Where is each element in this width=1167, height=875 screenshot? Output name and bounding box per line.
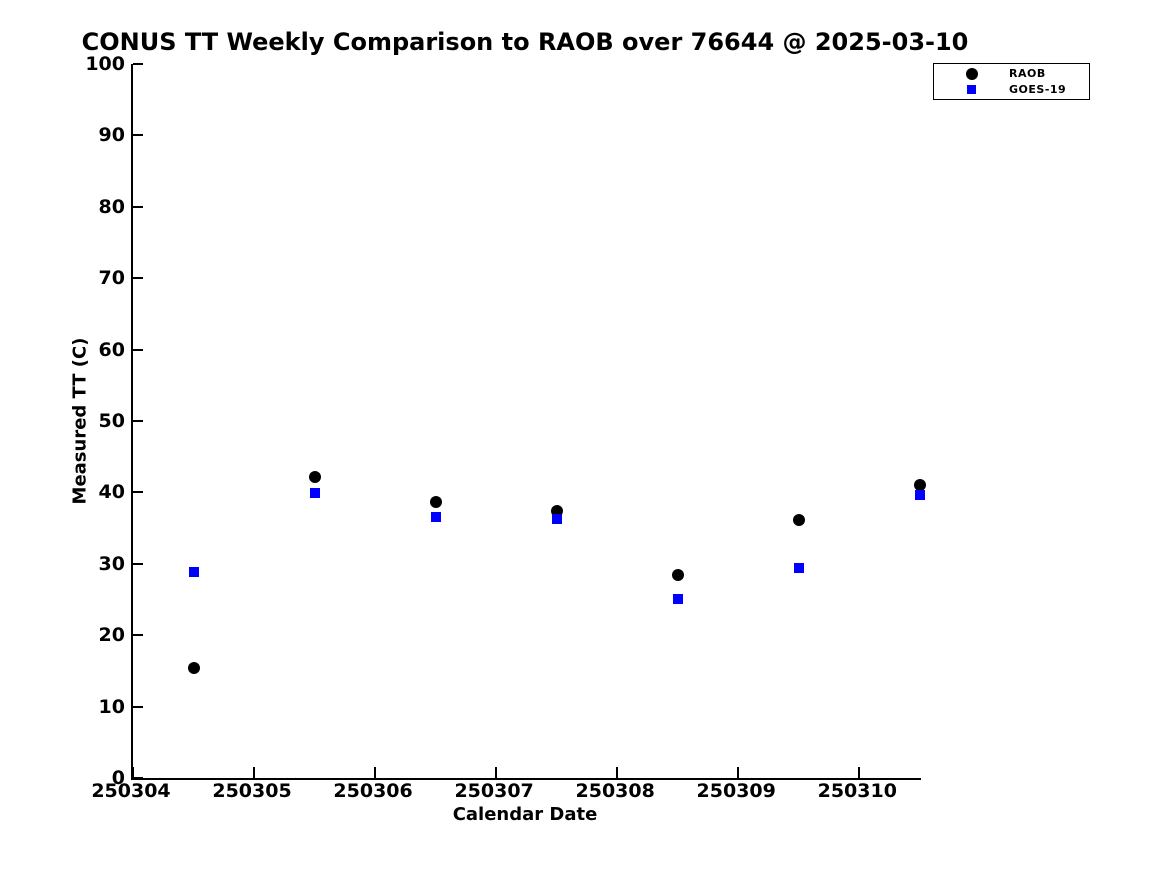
legend-label-raob: RAOB — [1009, 67, 1046, 80]
x-tick — [495, 767, 498, 778]
y-tick-label: 40 — [98, 481, 125, 504]
x-tick-label: 250309 — [696, 780, 776, 802]
raob-marker — [671, 569, 684, 582]
raob-marker — [308, 471, 321, 484]
goes-19-marker — [793, 563, 804, 574]
y-tick-label: 10 — [98, 695, 125, 718]
y-tick-label: 100 — [85, 53, 125, 75]
x-tick — [253, 767, 256, 778]
y-tick — [133, 205, 143, 208]
x-tick-label: 250308 — [575, 780, 655, 802]
x-tick-label: 250306 — [333, 780, 413, 802]
y-tick-label: 60 — [98, 338, 125, 361]
x-tick — [737, 767, 740, 778]
y-tick-label: 30 — [98, 552, 125, 575]
y-tick-label: 70 — [98, 267, 125, 290]
raob-marker — [792, 514, 805, 527]
goes-19-marker — [430, 512, 441, 523]
y-tick-label: 0 — [111, 767, 125, 789]
y-tick-label: 20 — [98, 624, 125, 647]
raob-legend-marker — [965, 67, 978, 80]
goes-19-legend-marker — [967, 85, 976, 94]
x-tick — [858, 767, 861, 778]
raob-marker — [913, 479, 926, 492]
x-tick — [132, 767, 134, 778]
x-axis-label: Calendar Date — [452, 804, 598, 825]
y-tick — [133, 63, 143, 65]
goes-19-marker — [672, 593, 683, 604]
x-tick-label: 250307 — [454, 780, 534, 802]
x-tick — [374, 767, 377, 778]
goes-19-marker — [551, 513, 562, 524]
y-tick — [133, 777, 143, 779]
goes-19-marker — [914, 490, 925, 501]
legend-label-goes-19: GOES-19 — [1009, 83, 1067, 96]
x-tick-label: 250305 — [212, 780, 292, 802]
y-tick — [133, 348, 143, 351]
goes-19-marker — [188, 566, 199, 577]
y-tick — [133, 634, 143, 637]
plot-area — [131, 63, 926, 780]
x-tick — [616, 767, 619, 778]
goes-19-legend-marker-box — [965, 83, 978, 96]
y-tick — [133, 277, 143, 280]
raob-marker — [187, 662, 200, 675]
y-tick-label: 50 — [98, 410, 125, 432]
y-tick-label: 80 — [98, 195, 125, 218]
chart-title: CONUS TT Weekly Comparison to RAOB over … — [81, 28, 969, 56]
raob-legend-marker-box — [965, 67, 978, 80]
y-tick — [133, 705, 143, 708]
raob-marker — [429, 495, 442, 508]
y-tick — [133, 562, 143, 565]
y-tick — [133, 134, 143, 137]
x-tick-label: 250304 — [91, 780, 171, 802]
y-tick — [133, 420, 143, 422]
legend-item-raob: RAOB — [934, 66, 1089, 82]
legend-item-goes-19: GOES-19 — [934, 82, 1089, 98]
x-tick-label: 250310 — [817, 780, 897, 802]
y-tick-label: 90 — [98, 124, 125, 147]
y-tick — [133, 491, 143, 494]
goes-19-marker — [309, 488, 320, 499]
legend: RAOB GOES-19 — [933, 63, 1090, 100]
